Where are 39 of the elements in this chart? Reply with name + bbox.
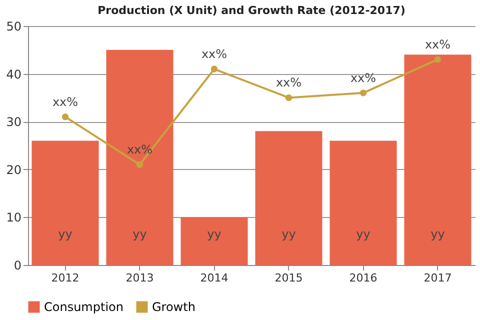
point xyxy=(434,56,442,63)
bar xyxy=(404,54,472,265)
x-tick-label: 2015 xyxy=(274,272,303,284)
bar xyxy=(180,217,248,265)
bar xyxy=(255,131,322,265)
legend-label: Growth xyxy=(152,300,196,314)
data-label: xx% xyxy=(126,142,153,157)
data-label: xx% xyxy=(201,47,228,62)
data-label: yy xyxy=(282,227,296,241)
data-label: xx% xyxy=(350,70,376,85)
y-tick-label: 40 xyxy=(6,67,22,82)
point xyxy=(136,161,144,168)
legend-label: Consumption xyxy=(44,300,124,314)
point xyxy=(285,94,292,102)
y-tick-label: 30 xyxy=(6,115,22,130)
y-tick-label: 0 xyxy=(14,258,22,272)
data-label: xx% xyxy=(424,37,451,52)
x-tick-label: 2016 xyxy=(349,272,378,284)
data-label: yy xyxy=(430,227,445,241)
bar xyxy=(32,140,99,265)
data-label: yy xyxy=(132,227,147,241)
y-tick-label: 20 xyxy=(6,162,22,177)
chart-title: Production (X Unit) and Growth Rate (2012-2017) xyxy=(98,4,406,17)
bar xyxy=(106,50,174,265)
x-tick-label: 2014 xyxy=(200,272,228,284)
y-tick-label: 50 xyxy=(6,20,22,34)
point xyxy=(360,90,367,96)
data-label: xx% xyxy=(52,94,78,109)
x-tick-label: 2013 xyxy=(126,272,154,284)
bar xyxy=(330,140,397,265)
data-label: xx% xyxy=(276,76,302,90)
data-label: yy xyxy=(207,227,222,241)
y-tick-label: 10 xyxy=(6,210,22,225)
point xyxy=(62,113,69,120)
data-label: yy xyxy=(356,227,370,241)
x-tick-label: 2017 xyxy=(424,272,452,284)
x-tick-label: 2012 xyxy=(51,272,80,284)
data-label: yy xyxy=(58,227,72,241)
point xyxy=(210,66,218,72)
